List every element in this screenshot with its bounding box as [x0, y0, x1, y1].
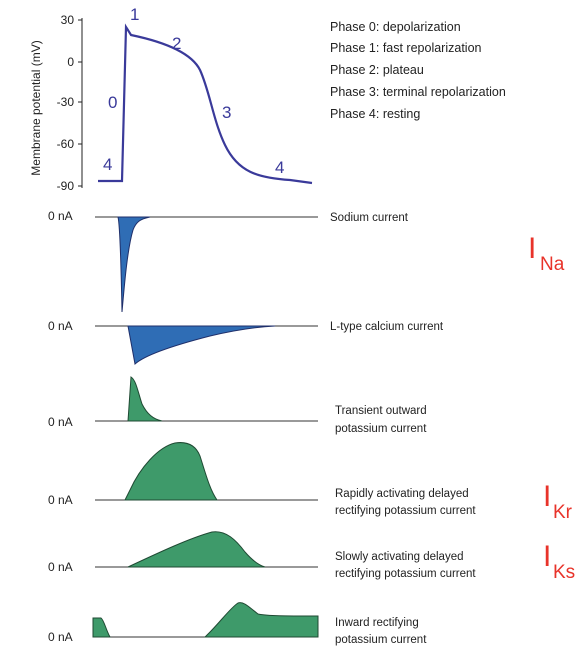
zero-na-label: 0 nA [48, 209, 73, 223]
phase-number-0: 0 [108, 93, 117, 112]
action-potential-panel: Membrane potential (mV) 30 0 -30 -60 -90… [29, 5, 506, 193]
transient-outward-waveform [127, 376, 163, 422]
phase-number-4-right: 4 [275, 158, 284, 177]
current-symbol-subscript: Ks [553, 562, 575, 583]
zero-na-label: 0 nA [48, 560, 73, 574]
y-tick-minus30: -30 [57, 95, 75, 109]
zero-na-label: 0 nA [48, 493, 73, 507]
y-tick-minus60: -60 [57, 137, 75, 151]
y-tick-0: 0 [67, 55, 74, 69]
l-type-calcium-current-trace: 0 nA L-type calcium current [48, 319, 444, 365]
current-symbol-subscript: Na [540, 254, 565, 275]
current-name: Slowly activating delayed [335, 551, 464, 563]
current-name: rectifying potassium current [335, 568, 476, 580]
phase-legend-item: Phase 2: plateau [330, 63, 424, 77]
current-name: potassium current [335, 634, 427, 646]
calcium-current-waveform [127, 325, 276, 365]
slow-delayed-rectifier-current-trace: 0 nA Slowly activating delayed rectifyin… [48, 531, 575, 583]
sodium-current-trace: 0 nA Sodium current I Na [48, 209, 565, 313]
phase-legend-item: Phase 1: fast repolarization [330, 41, 482, 55]
zero-na-label: 0 nA [48, 415, 73, 429]
transient-outward-potassium-current-trace: 0 nA Transient outward potassium current [48, 376, 427, 435]
rapid-delayed-rectifier-current-trace: 0 nA Rapidly activating delayed rectifyi… [48, 442, 573, 523]
current-symbol-subscript: Kr [553, 502, 573, 523]
phase-legend-item: Phase 4: resting [330, 107, 420, 121]
phase-legend-item: Phase 0: depolarization [330, 20, 461, 34]
current-name: potassium current [335, 423, 427, 435]
current-name: L-type calcium current [330, 321, 444, 333]
action-potential-trace [98, 23, 313, 185]
zero-na-label: 0 nA [48, 630, 73, 644]
y-tick-30: 30 [61, 13, 75, 27]
current-name: Rapidly activating delayed [335, 488, 469, 500]
current-name: Inward rectifying [335, 617, 419, 629]
y-tick-minus90: -90 [57, 179, 75, 193]
ik1-waveform-early [92, 617, 111, 638]
ikr-waveform [124, 442, 218, 501]
phase-legend-item: Phase 3: terminal repolarization [330, 85, 506, 99]
phase-number-4-left: 4 [103, 155, 112, 174]
phase-number-3: 3 [222, 103, 231, 122]
ik1-waveform-late [203, 602, 319, 638]
current-name: Sodium current [330, 212, 409, 224]
y-axis [78, 18, 83, 188]
phase-number-2: 2 [172, 34, 181, 53]
sodium-current-waveform [117, 216, 151, 313]
inward-rectifier-potassium-current-trace: 0 nA Inward rectifying potassium current [48, 602, 427, 646]
current-name: Transient outward [335, 405, 427, 417]
current-symbol: I [543, 540, 551, 573]
current-symbol: I [528, 232, 536, 265]
phase-legend: Phase 0: depolarization Phase 1: fast re… [330, 20, 506, 121]
zero-na-label: 0 nA [48, 319, 73, 333]
phase-number-1: 1 [130, 5, 139, 24]
iks-waveform [127, 531, 266, 568]
y-axis-label: Membrane potential (mV) [29, 40, 43, 175]
current-symbol: I [543, 480, 551, 513]
current-name: rectifying potassium current [335, 505, 476, 517]
